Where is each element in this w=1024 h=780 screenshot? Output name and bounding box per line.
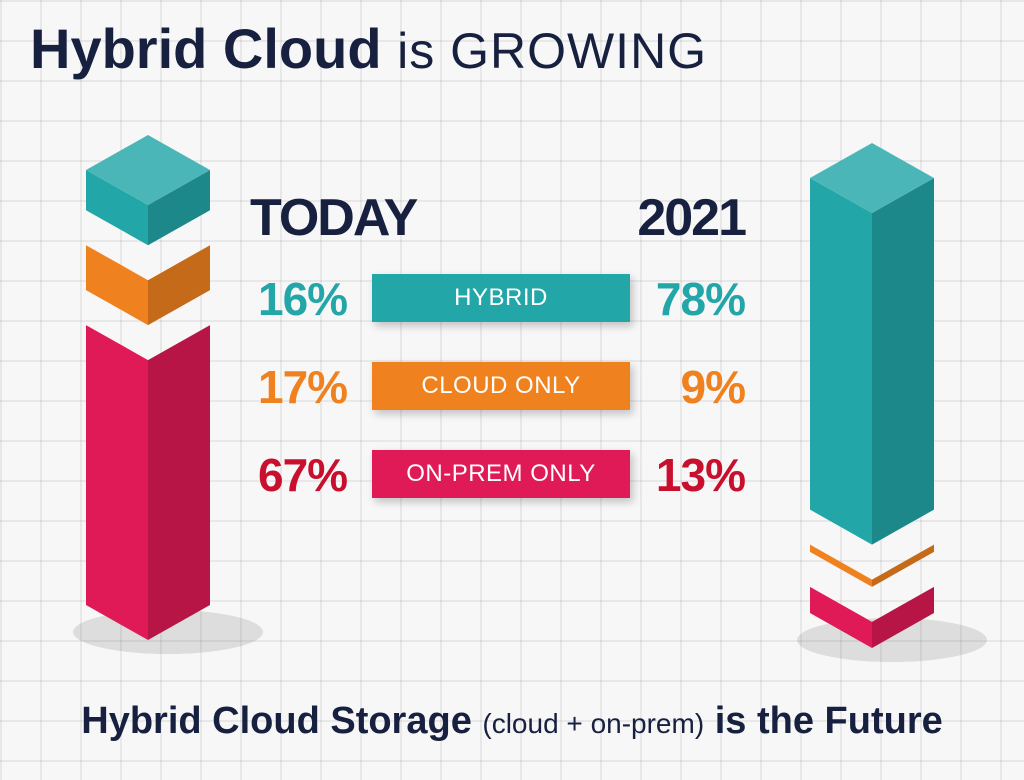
bar-face-left-cloud-0 xyxy=(86,245,148,326)
data-label-cloud-today: 17% xyxy=(258,361,348,413)
footer-strong-2: is the Future xyxy=(714,700,943,742)
bar-face-left-onprem-1 xyxy=(810,586,872,648)
data-label-onprem-2021: 13% xyxy=(655,449,746,501)
data-label-onprem-today: 67% xyxy=(258,449,348,501)
legend-pill-cloud: CLOUD ONLY xyxy=(372,362,630,410)
legend-pill-hybrid: HYBRID xyxy=(372,274,630,322)
data-label-hybrid-2021: 78% xyxy=(655,273,746,325)
legend-pill-onprem: ON-PREM ONLY xyxy=(372,450,630,498)
title-light: is GROWING xyxy=(397,23,708,79)
bar-face-left-hybrid-1 xyxy=(810,178,872,545)
bar-face-left-cloud-1 xyxy=(810,544,872,587)
footer-small: (cloud + on-prem) xyxy=(482,708,705,739)
data-label-hybrid-today: 16% xyxy=(258,273,348,325)
bar-face-right-onprem-0 xyxy=(148,325,210,640)
category-label-today: TODAY xyxy=(250,189,418,247)
footer-tagline: Hybrid Cloud Storage (cloud + on-prem) i… xyxy=(0,694,1024,751)
page-title: Hybrid Cloud is GROWING xyxy=(30,14,707,86)
bar-face-right-hybrid-0 xyxy=(148,170,210,246)
bar-face-left-onprem-0 xyxy=(86,325,148,640)
bar-face-right-cloud-1 xyxy=(872,544,934,587)
bar-top-cap-0 xyxy=(86,135,210,205)
bar-face-right-onprem-1 xyxy=(872,586,934,648)
data-label-cloud-2021: 9% xyxy=(680,361,746,413)
bar-face-right-hybrid-1 xyxy=(872,178,934,545)
title-strong: Hybrid Cloud xyxy=(30,17,382,80)
bar-top-cap-1 xyxy=(810,143,934,213)
footer-strong-1: Hybrid Cloud Storage xyxy=(81,700,472,742)
category-label-2021: 2021 xyxy=(637,189,747,247)
bar-face-left-hybrid-0 xyxy=(86,170,148,246)
bar-face-right-cloud-0 xyxy=(148,245,210,326)
